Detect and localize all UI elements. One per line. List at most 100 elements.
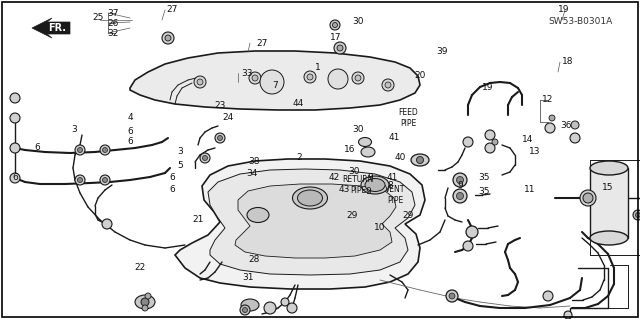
Circle shape [102, 219, 112, 229]
Text: FEED
PIPE: FEED PIPE [398, 108, 418, 128]
Circle shape [141, 298, 149, 306]
Circle shape [466, 226, 478, 238]
Text: 2: 2 [296, 153, 302, 162]
Text: 7: 7 [272, 80, 278, 90]
Circle shape [549, 115, 555, 121]
Circle shape [385, 82, 391, 88]
Circle shape [75, 145, 85, 155]
Text: 43: 43 [339, 186, 349, 195]
Text: 30: 30 [352, 125, 364, 135]
Text: RETURN
PIPE: RETURN PIPE [342, 175, 374, 195]
Ellipse shape [580, 190, 596, 206]
Text: 9: 9 [457, 181, 463, 189]
Text: 8: 8 [387, 181, 393, 189]
Circle shape [165, 35, 171, 41]
Circle shape [260, 70, 284, 94]
Circle shape [264, 302, 276, 314]
Text: 16: 16 [344, 145, 356, 154]
Text: 19: 19 [483, 84, 493, 93]
Circle shape [240, 305, 250, 315]
Text: 6: 6 [127, 128, 133, 137]
Circle shape [304, 71, 316, 83]
Text: 24: 24 [222, 114, 234, 122]
Text: SW53-B0301A: SW53-B0301A [548, 18, 612, 26]
Circle shape [463, 241, 473, 251]
Circle shape [463, 137, 473, 147]
Text: 11: 11 [524, 186, 536, 195]
Circle shape [202, 155, 207, 160]
Circle shape [543, 291, 553, 301]
Circle shape [456, 176, 463, 183]
Circle shape [287, 303, 297, 313]
Circle shape [215, 133, 225, 143]
Circle shape [102, 147, 108, 152]
Circle shape [449, 293, 455, 299]
Circle shape [249, 72, 261, 84]
Circle shape [636, 212, 640, 218]
Circle shape [485, 143, 495, 153]
PathPatch shape [235, 184, 396, 258]
Circle shape [453, 173, 467, 187]
Circle shape [10, 113, 20, 123]
Circle shape [10, 173, 20, 183]
Circle shape [218, 136, 223, 140]
Text: 31: 31 [243, 273, 253, 283]
Text: 29: 29 [403, 211, 413, 219]
Circle shape [10, 143, 20, 153]
Circle shape [571, 121, 579, 129]
PathPatch shape [32, 18, 70, 38]
Circle shape [145, 293, 151, 299]
Text: 18: 18 [563, 57, 573, 66]
Text: 32: 32 [108, 28, 118, 38]
Circle shape [307, 74, 313, 80]
PathPatch shape [175, 159, 425, 289]
PathPatch shape [208, 169, 415, 275]
Ellipse shape [590, 161, 628, 175]
Text: 41: 41 [387, 174, 397, 182]
Text: 35: 35 [478, 174, 490, 182]
Ellipse shape [292, 187, 328, 209]
Text: 22: 22 [134, 263, 146, 272]
Circle shape [382, 79, 394, 91]
Text: FR.: FR. [48, 23, 66, 33]
Text: 28: 28 [248, 256, 260, 264]
Circle shape [545, 123, 555, 133]
Circle shape [77, 147, 83, 152]
Ellipse shape [583, 193, 593, 203]
Ellipse shape [411, 154, 429, 166]
Text: 25: 25 [92, 13, 104, 23]
Text: 3: 3 [71, 125, 77, 135]
Circle shape [330, 20, 340, 30]
Circle shape [243, 308, 248, 313]
Circle shape [200, 153, 210, 163]
Circle shape [417, 157, 424, 164]
Text: 34: 34 [246, 169, 258, 179]
Text: 38: 38 [248, 158, 260, 167]
Text: 29: 29 [346, 211, 358, 219]
Text: 1: 1 [315, 63, 321, 72]
Text: 27: 27 [256, 39, 268, 48]
Circle shape [10, 93, 20, 103]
Ellipse shape [361, 147, 375, 157]
Ellipse shape [135, 295, 155, 309]
Text: 27: 27 [166, 5, 178, 14]
Circle shape [334, 42, 346, 54]
Ellipse shape [358, 137, 371, 146]
Circle shape [337, 45, 343, 51]
Text: 23: 23 [214, 100, 226, 109]
Ellipse shape [361, 176, 389, 194]
Text: 40: 40 [394, 153, 406, 162]
Circle shape [633, 210, 640, 220]
Text: 44: 44 [292, 99, 303, 108]
Circle shape [102, 177, 108, 182]
Ellipse shape [247, 207, 269, 222]
Text: 35: 35 [478, 188, 490, 197]
Circle shape [100, 175, 110, 185]
Text: 37: 37 [108, 9, 119, 18]
Text: 30: 30 [352, 18, 364, 26]
Circle shape [75, 175, 85, 185]
Circle shape [194, 76, 206, 88]
Circle shape [453, 189, 467, 203]
Text: 6: 6 [169, 174, 175, 182]
Text: 12: 12 [542, 95, 554, 105]
